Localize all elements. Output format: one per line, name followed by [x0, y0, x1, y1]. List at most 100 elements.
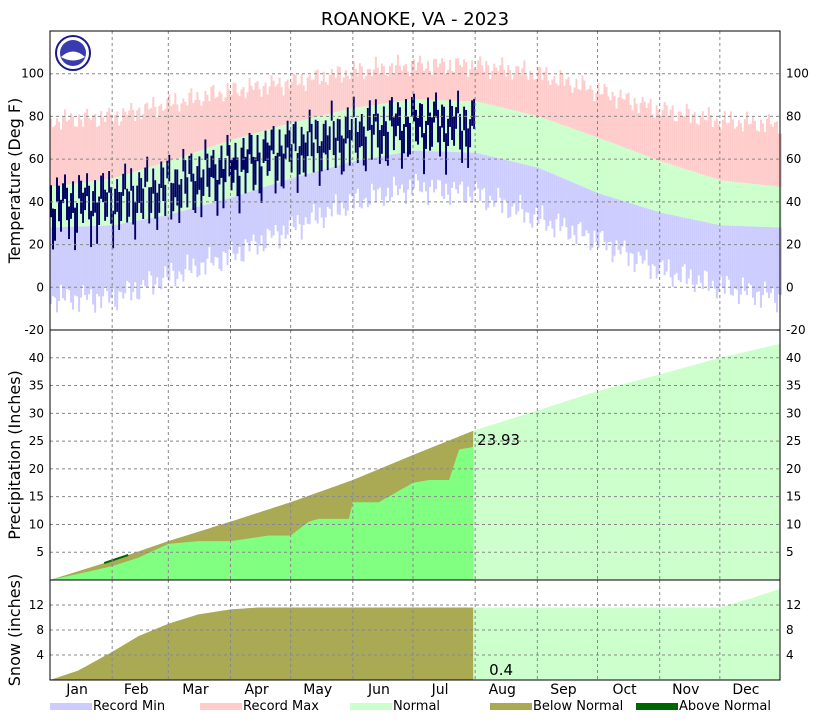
observed-temp-bar [138, 172, 141, 203]
record-min-bar [487, 155, 490, 208]
normal-bar [667, 163, 670, 215]
record-min-bar [525, 164, 528, 213]
normal-bar [166, 161, 169, 216]
record-max-bar [749, 123, 752, 184]
record-min-bar [623, 201, 626, 241]
y-tick-right: 20 [786, 238, 801, 252]
normal-bar [342, 110, 345, 165]
observed-temp-bar [184, 160, 187, 194]
record-min-bar [685, 218, 688, 284]
record-min-bar [619, 200, 622, 255]
record-max-bar [709, 115, 712, 178]
record-min-bar [613, 198, 616, 256]
normal-bar [569, 127, 572, 182]
record-min-bar [477, 153, 480, 189]
record-min-bar [647, 208, 650, 266]
observed-temp-bar [190, 153, 193, 182]
record-min-bar [322, 169, 325, 229]
record-max-bar [254, 82, 257, 134]
normal-bar [755, 184, 758, 227]
record-max-bar [200, 105, 203, 151]
observed-temp-bar [104, 189, 107, 221]
record-min-bar [677, 216, 680, 281]
record-max-bar [765, 118, 768, 186]
record-max-bar [302, 85, 305, 120]
record-max-bar [264, 82, 267, 131]
normal-bar [487, 104, 490, 156]
record-min-bar [212, 202, 215, 266]
record-max-bar [641, 96, 644, 155]
record-max-bar [615, 108, 618, 145]
observed-temp-bar [232, 157, 235, 183]
observed-temp-bar [404, 99, 407, 127]
record-max-bar [647, 103, 650, 157]
normal-bar [673, 165, 676, 216]
normal-bar [687, 170, 690, 219]
record-max-bar [62, 115, 65, 186]
y-tick-right: 12 [786, 598, 801, 612]
y-tick-right: -20 [786, 323, 806, 337]
observed-temp-bar [222, 168, 225, 209]
record-max-bar [711, 126, 714, 178]
record-max-bar [543, 71, 546, 119]
observed-temp-bar [202, 169, 205, 196]
normal-bar [723, 180, 726, 226]
record-max-bar [563, 85, 566, 126]
normal-bar [729, 181, 732, 226]
record-min-bar [216, 201, 219, 258]
normal-bar [260, 131, 263, 188]
record-min-bar [511, 161, 514, 207]
record-max-bar [703, 119, 706, 176]
normal-bar [661, 161, 664, 213]
record-min-bar [202, 205, 205, 263]
observed-temp-bar [412, 93, 415, 122]
record-min-bar [404, 152, 407, 205]
observed-temp-bar [256, 135, 259, 162]
y-tick-right: 10 [786, 517, 801, 531]
record-min-bar [449, 151, 452, 205]
record-max-bar [146, 102, 149, 168]
record-min-bar [485, 155, 488, 211]
record-max-bar [98, 125, 101, 181]
record-min-bar [254, 189, 257, 242]
record-min-bar [459, 152, 462, 185]
record-max-bar [545, 67, 548, 120]
observed-temp-bar [94, 180, 97, 213]
normal-bar [386, 103, 389, 156]
record-min-bar [745, 226, 748, 296]
record-min-bar [437, 151, 440, 180]
record-max-bar [553, 76, 556, 123]
record-max-bar [120, 121, 123, 176]
record-max-bar [406, 71, 409, 101]
y-tick-right: 60 [786, 152, 801, 166]
observed-temp-bar [260, 166, 263, 203]
observed-temp-bar [316, 120, 319, 154]
record-min-bar [455, 152, 458, 190]
normal-bar [318, 116, 321, 171]
record-min-bar [292, 177, 295, 228]
observed-temp-bar [204, 139, 207, 161]
record-min-bar [737, 225, 740, 305]
record-max-bar [679, 111, 682, 168]
record-min-bar [286, 179, 289, 235]
record-min-bar [433, 151, 436, 193]
record-min-bar [483, 154, 486, 189]
normal-bar [272, 127, 275, 185]
record-max-bar [455, 58, 458, 101]
observed-temp-bar [370, 124, 373, 160]
record-min-bar [70, 226, 73, 303]
observed-temp-bar [254, 157, 257, 185]
record-max-bar [479, 56, 482, 103]
record-min-bar [340, 164, 343, 203]
normal-bar [619, 146, 622, 201]
observed-temp-bar [92, 191, 95, 217]
observed-temp-bar [74, 207, 77, 251]
record-max-bar [304, 91, 307, 120]
record-min-bar [735, 225, 738, 290]
record-min-bar [681, 217, 684, 267]
normal-bar [517, 111, 520, 163]
normal-bar [366, 105, 369, 159]
record-min-bar [501, 159, 504, 213]
observed-temp-bar [176, 169, 179, 206]
